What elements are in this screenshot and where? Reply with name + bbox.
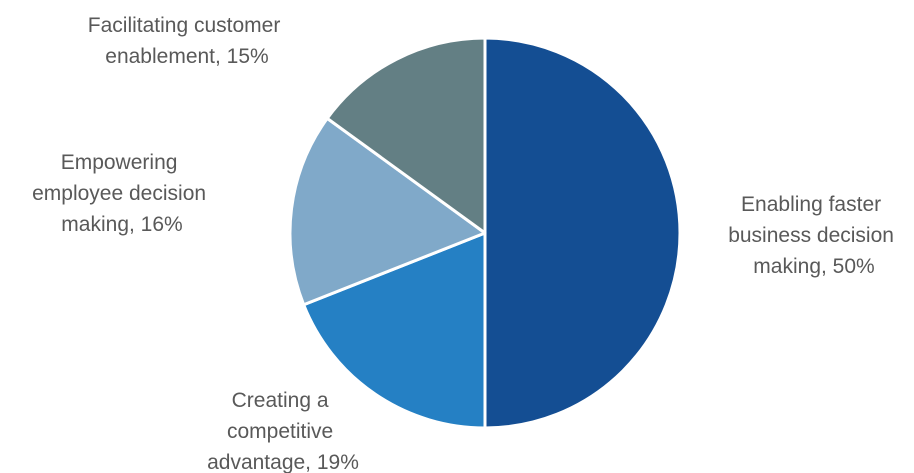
pie-slice-4 [325,36,487,235]
slice-label-enabling-faster: Enabling faster business decision making… [728,193,900,278]
pie-slices [288,36,682,430]
slice-label-facilitating-customer: Facilitating customer enablement, 15% [88,14,286,68]
pie-slice-1 [483,36,682,430]
data-labels: Enabling faster business decision making… [32,14,900,473]
slice-label-empowering-employee: Empowering employee decision making, 16% [32,151,212,236]
slice-label-competitive-advantage: Creating a competitive advantage, 19% [207,389,359,473]
pie-slice-3 [288,116,487,307]
pie-slice-2 [302,231,487,430]
